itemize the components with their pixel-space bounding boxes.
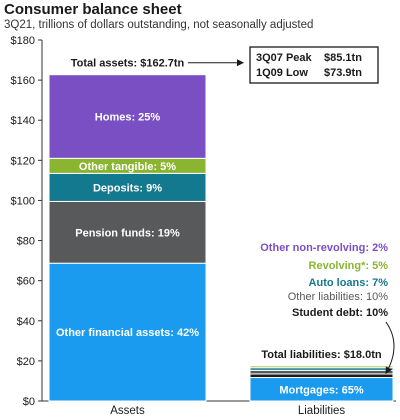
annotations: Other financial assets: 42% Pension funds… [56,46,395,396]
assets-segment-other-financial-assets [48,262,207,402]
assets-segment-deposits [48,172,207,202]
y-tick-label: $20 [17,356,35,368]
box-row-value: $85.1tn [324,52,362,64]
peak-low-box [249,46,379,84]
box-row-label: 1Q09 Low [256,67,308,79]
x-tick-labels: Assets Liabilities [110,405,345,417]
label-other-liabilities: Other liabilities: 10% [288,291,388,303]
y-tick-label: $100 [11,195,35,207]
label-revolving: Revolving*: 5% [309,260,389,272]
label-homes: Homes: 25% [95,112,161,124]
y-tick-label: $160 [11,75,35,87]
y-tick-label: $180 [11,35,35,47]
total-liabilities-label: Total liabilities: $18.0tn [261,349,381,361]
liabilities-segment-other-non-revolving [249,364,394,367]
label-other-non-revolving: Other non-revolving: 2% [260,242,388,254]
bars [48,74,394,402]
small-segments-arrow [385,321,395,375]
x-tick-label-liabilities: Liabilities [298,405,346,417]
liabilities-segment-other-liabilities [249,369,394,375]
y-tick-label: $140 [11,115,35,127]
label-pension-funds: Pension funds: 19% [75,227,180,239]
label-other-tangible: Other tangible: 5% [79,161,176,173]
chart-title: Consumer balance sheet [4,1,182,18]
label-other-financial-assets: Other financial assets: 42% [56,327,199,339]
assets-segment-homes [48,74,207,159]
total-assets-label: Total assets: $162.7tn [71,58,185,70]
liabilities-segment-student-debt [249,373,394,379]
box-row-value: $73.9tn [324,67,362,79]
y-tick-label: $120 [11,155,35,167]
label-mortgages: Mortgages: 65% [279,384,364,396]
y-tick-label: $40 [17,316,35,328]
label-deposits: Deposits: 9% [93,182,162,194]
chart-subtitle: 3Q21, trillions of dollars outstanding, … [4,19,314,31]
assets-segment-pension-funds [48,200,207,264]
label-auto-loans: Auto loans: 7% [309,277,389,289]
y-ticks: $0 $20 $40 $60 $80 $100 $120 $140 $160 $180 [11,35,42,408]
y-tick-label: $80 [17,236,35,248]
y-tick-label: $60 [17,276,35,288]
label-student-debt: Student debt: 10% [292,307,388,319]
x-tick-label-assets: Assets [110,405,145,417]
box-row-label: 3Q07 Peak [256,52,313,64]
y-tick-label: $0 [23,396,35,408]
